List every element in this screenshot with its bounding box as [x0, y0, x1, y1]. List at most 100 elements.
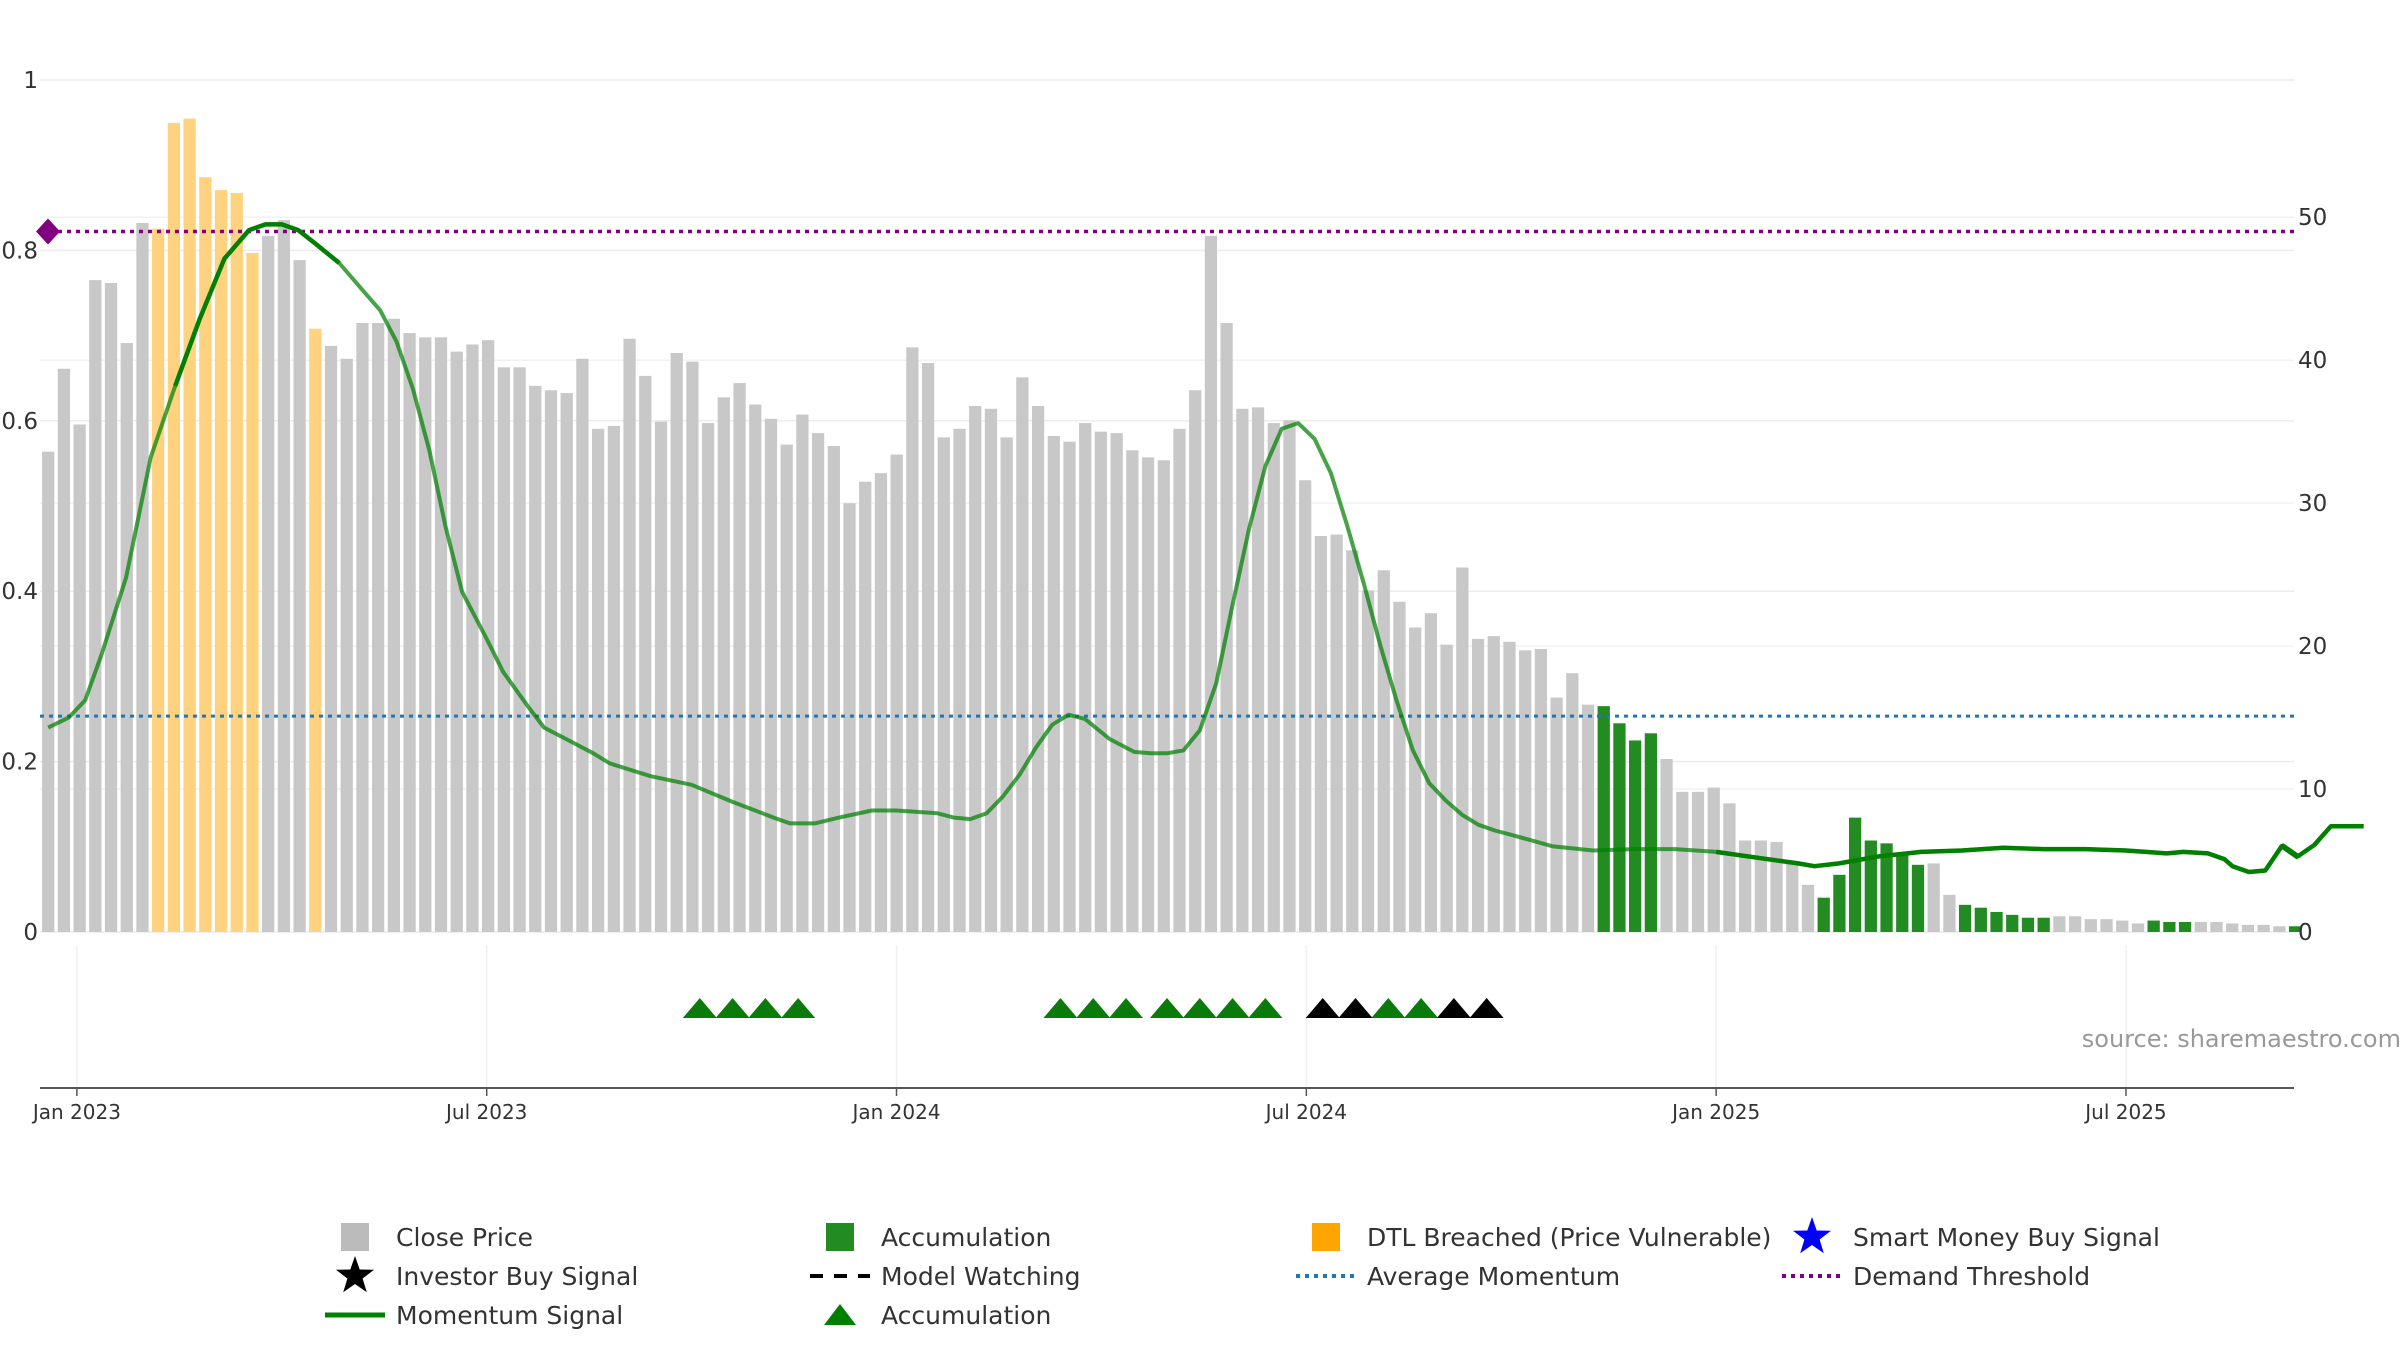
- bar: [1251, 407, 1265, 932]
- x-tick-label: Jan 2023: [31, 1100, 121, 1124]
- bar: [2006, 914, 2019, 932]
- bar: [1770, 841, 1783, 932]
- bar: [1691, 791, 1705, 932]
- legend-star-icon: [336, 1256, 374, 1293]
- signal-markers: [682, 998, 1504, 1018]
- right-tick-label: 10: [2298, 777, 2327, 803]
- bar: [1330, 534, 1343, 932]
- momentum-signal-highlight: [173, 222, 341, 387]
- legend-star-icon: [1793, 1217, 1831, 1254]
- bar: [1848, 817, 1862, 932]
- investor-buy-marker: [1436, 998, 1471, 1018]
- bar: [811, 433, 825, 932]
- close-price-bars: [42, 118, 2302, 933]
- bar: [859, 481, 872, 932]
- bar: [1377, 570, 1390, 932]
- bar: [1471, 638, 1485, 932]
- bar: [796, 414, 809, 932]
- right-tick-label: 30: [2298, 491, 2327, 517]
- bar: [2068, 916, 2082, 932]
- bar: [686, 361, 699, 933]
- legend-label: Demand Threshold: [1853, 1262, 2090, 1291]
- legend-square-icon: [826, 1223, 854, 1251]
- legend-label: Accumulation: [881, 1301, 1051, 1330]
- bar: [2147, 920, 2160, 932]
- bar: [1267, 423, 1280, 932]
- bar: [262, 235, 275, 932]
- momentum-signal-tail: [2280, 823, 2364, 859]
- bar: [953, 428, 966, 932]
- bar: [2288, 926, 2302, 932]
- bar: [167, 122, 181, 932]
- legend-label: Close Price: [396, 1223, 533, 1252]
- legend-label: DTL Breached (Price Vulnerable): [1367, 1223, 1771, 1252]
- bar: [1896, 853, 1909, 932]
- bar: [1786, 863, 1799, 932]
- bar: [670, 353, 683, 932]
- bar: [1943, 894, 1956, 932]
- bar: [2273, 926, 2286, 932]
- accumulation-marker: [682, 998, 717, 1018]
- bar: [1629, 740, 1642, 932]
- bar: [1990, 911, 2003, 932]
- legend-item: Smart Money Buy Signal: [1793, 1217, 2160, 1254]
- left-tick-label: 0.4: [1, 579, 38, 605]
- accumulation-marker: [715, 998, 750, 1018]
- bar: [1644, 733, 1657, 932]
- legend-label: Smart Money Buy Signal: [1853, 1223, 2160, 1252]
- legend-label: Accumulation: [881, 1223, 1051, 1252]
- bar: [764, 418, 778, 932]
- bar: [607, 425, 620, 932]
- bar: [1707, 787, 1720, 932]
- bar: [1189, 390, 1202, 932]
- bar: [1079, 423, 1092, 932]
- bar: [152, 228, 165, 932]
- bar: [843, 503, 856, 932]
- legend-label: Investor Buy Signal: [396, 1262, 638, 1291]
- legend: Close Price Accumulation DTL Breached (Pri…: [325, 1217, 2160, 1330]
- bar: [1016, 377, 1029, 932]
- accumulation-marker: [748, 998, 783, 1018]
- bar: [1346, 550, 1359, 932]
- legend-item: Momentum Signal: [325, 1301, 623, 1330]
- investor-buy-marker: [1338, 998, 1373, 1018]
- legend-item: Accumulation: [824, 1301, 1051, 1330]
- bar: [1880, 843, 1893, 932]
- x-tick-label: Jan 2025: [1670, 1100, 1760, 1124]
- bar: [937, 437, 950, 932]
- left-tick-label: 0.8: [1, 238, 38, 264]
- legend-item: DTL Breached (Price Vulnerable): [1312, 1223, 1771, 1252]
- bar: [104, 282, 118, 932]
- bar: [73, 424, 86, 932]
- bar: [230, 192, 243, 933]
- bar: [214, 190, 228, 932]
- bar: [277, 220, 291, 932]
- x-tick-label: Jul 2023: [444, 1100, 527, 1124]
- bar: [1958, 904, 1972, 932]
- accumulation-marker: [1371, 998, 1406, 1018]
- source-label: source: sharemaestro.com: [2082, 1025, 2400, 1053]
- bar: [89, 280, 102, 932]
- bar: [780, 444, 793, 932]
- investor-buy-marker: [1469, 998, 1504, 1018]
- bar: [1204, 235, 1218, 932]
- bar: [1487, 636, 1500, 932]
- bar: [1393, 601, 1406, 932]
- accumulation-marker: [781, 998, 816, 1018]
- bar: [356, 323, 369, 932]
- legend-label: Momentum Signal: [396, 1301, 623, 1330]
- demand-threshold-marker: [36, 218, 60, 245]
- bar: [2194, 921, 2207, 932]
- bar: [921, 363, 935, 932]
- bar: [1974, 907, 1987, 932]
- bar: [434, 337, 448, 932]
- bar: [1141, 457, 1155, 932]
- bar: [2100, 919, 2113, 932]
- momentum-signal-highlight: [1715, 843, 2300, 875]
- bar: [1927, 863, 1940, 932]
- bar: [497, 367, 510, 932]
- bar: [1283, 420, 1296, 932]
- bar: [340, 358, 353, 932]
- bar: [1911, 864, 1925, 932]
